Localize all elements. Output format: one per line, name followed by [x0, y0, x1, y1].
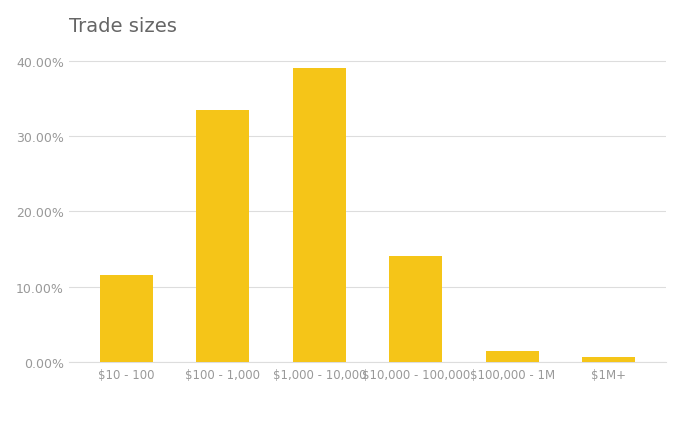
Bar	[486, 351, 539, 362]
Bar	[293, 69, 346, 362]
Bar	[196, 110, 249, 362]
Bar	[390, 257, 442, 362]
Bar	[582, 357, 635, 362]
Bar	[100, 276, 153, 362]
Text: Trade sizes: Trade sizes	[69, 17, 177, 35]
